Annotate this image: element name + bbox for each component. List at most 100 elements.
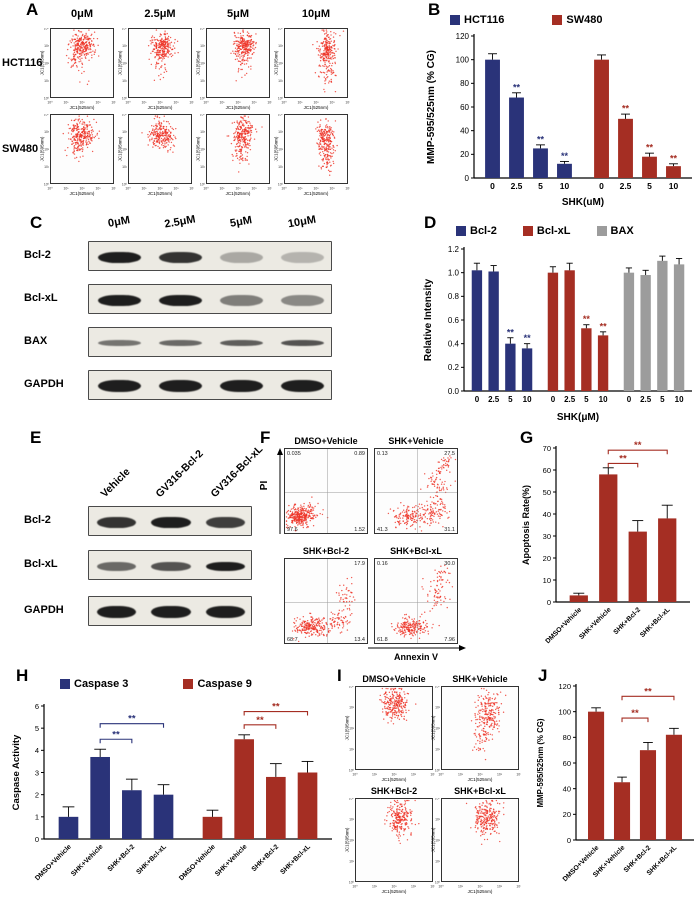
flow-plot-title: DMSO+Vehicle <box>294 436 358 446</box>
svg-text:SHK+Vehicle: SHK+Vehicle <box>214 843 249 878</box>
svg-text:10⁰: 10⁰ <box>203 101 209 105</box>
protein-band <box>151 606 191 618</box>
svg-text:10⁰: 10⁰ <box>200 97 206 101</box>
svg-text:10¹: 10¹ <box>200 79 206 83</box>
svg-text:10: 10 <box>599 395 608 404</box>
legend-swatch <box>183 679 194 689</box>
svg-text:10³: 10³ <box>349 818 355 822</box>
flow-plot-title: SHK+Bcl-xL <box>390 546 442 556</box>
svg-text:1.2: 1.2 <box>448 245 460 254</box>
svg-text:10⁰: 10⁰ <box>281 101 287 105</box>
svg-text:**: ** <box>272 702 280 713</box>
svg-text:JC1(595nm): JC1(595nm) <box>40 50 45 75</box>
dose-header: 5μM <box>228 214 253 230</box>
svg-text:10⁴: 10⁴ <box>111 187 116 191</box>
svg-text:JC1(525nm): JC1(525nm) <box>226 191 251 196</box>
svg-text:JC1(595nm): JC1(595nm) <box>431 827 436 852</box>
panel-i-flow-grid: DMSO+Vehicle JC1(525nm) JC1(595nm) 10⁰ 10⁰ 10… <box>335 668 535 905</box>
svg-text:10¹: 10¹ <box>122 79 128 83</box>
svg-text:10¹: 10¹ <box>349 748 355 752</box>
svg-text:JC1(525nm): JC1(525nm) <box>382 777 407 782</box>
svg-text:50: 50 <box>543 488 551 497</box>
legend-swatch <box>522 226 533 236</box>
svg-text:20: 20 <box>543 554 551 563</box>
svg-text:10³: 10³ <box>330 187 336 191</box>
flow-plot-title: DMSO+Vehicle <box>362 674 426 684</box>
svg-text:31.1: 31.1 <box>444 527 455 533</box>
svg-text:10⁰: 10⁰ <box>352 885 358 889</box>
svg-text:DMSO+Vehicle: DMSO+Vehicle <box>544 606 583 645</box>
svg-text:2.5: 2.5 <box>511 181 523 191</box>
panel-j-mmp-chart: 0 20 40 60 80 100 120 MMP-595/525nm (% CG) DMSO+… <box>534 668 700 905</box>
protein-band <box>280 380 325 392</box>
svg-text:**: ** <box>634 440 642 451</box>
svg-text:30: 30 <box>543 532 551 541</box>
svg-text:1: 1 <box>35 813 39 822</box>
svg-text:70: 70 <box>543 444 551 453</box>
svg-text:SHK+Bcl-xL: SHK+Bcl-xL <box>279 843 312 876</box>
svg-text:JC1(525nm): JC1(525nm) <box>304 105 329 110</box>
legend: Caspase 3 Caspase 9 <box>60 678 307 690</box>
svg-text:10⁴: 10⁴ <box>516 773 521 777</box>
svg-text:10²: 10² <box>236 187 242 191</box>
svg-text:10⁴: 10⁴ <box>278 114 284 117</box>
panel-d-intensity-chart: Bcl-2 Bcl-xL BAX 0.0 0.2 0.4 0.6 0.8 1.0 1.2 Rela… <box>420 213 700 426</box>
svg-text:**: ** <box>507 327 515 337</box>
svg-text:MMP-595/525nm (% CG): MMP-595/525nm (% CG) <box>536 718 545 807</box>
blot-box <box>88 241 332 271</box>
svg-text:10⁴: 10⁴ <box>435 798 441 801</box>
svg-text:10⁴: 10⁴ <box>122 28 128 31</box>
svg-text:JC1(525nm): JC1(525nm) <box>70 191 95 196</box>
svg-text:DMSO+Vehicle: DMSO+Vehicle <box>34 843 73 882</box>
svg-text:10²: 10² <box>80 101 86 105</box>
svg-text:10¹: 10¹ <box>122 165 128 169</box>
svg-text:0: 0 <box>567 836 571 845</box>
svg-text:10⁰: 10⁰ <box>200 183 206 187</box>
svg-text:10¹: 10¹ <box>64 187 70 191</box>
svg-text:3: 3 <box>35 768 39 777</box>
protein-label: Bcl-xL <box>24 292 58 304</box>
protein-band <box>158 380 203 392</box>
svg-text:17.9: 17.9 <box>354 561 365 567</box>
svg-text:JC1(525nm): JC1(525nm) <box>70 105 95 110</box>
svg-text:40: 40 <box>543 510 551 519</box>
protein-band <box>205 516 246 528</box>
protein-band <box>96 516 136 528</box>
svg-text:10²: 10² <box>314 101 320 105</box>
protein-band <box>219 340 264 346</box>
svg-text:10²: 10² <box>349 727 355 731</box>
protein-label: Bcl-xL <box>24 558 58 570</box>
svg-text:**: ** <box>524 333 532 343</box>
svg-text:10³: 10³ <box>411 773 417 777</box>
svg-text:10⁰: 10⁰ <box>435 881 441 885</box>
svg-text:**: ** <box>583 314 591 324</box>
svg-text:JC1(525nm): JC1(525nm) <box>148 105 173 110</box>
svg-text:10⁰: 10⁰ <box>278 183 284 187</box>
svg-text:MMP-595/525nm (% CG): MMP-595/525nm (% CG) <box>426 50 437 164</box>
svg-text:10⁰: 10⁰ <box>122 183 128 187</box>
svg-text:10³: 10³ <box>122 130 128 134</box>
svg-text:10⁰: 10⁰ <box>281 187 287 191</box>
flow-plot-title: SHK+Bcl-2 <box>370 786 418 796</box>
blot-box <box>88 596 252 626</box>
svg-text:10⁰: 10⁰ <box>44 183 50 187</box>
flow-plot-title: SHK+Bcl-2 <box>302 546 350 556</box>
svg-text:5: 5 <box>538 181 543 191</box>
svg-text:10¹: 10¹ <box>220 187 226 191</box>
protein-label: Bcl-2 <box>24 514 51 526</box>
legend-swatch <box>60 679 70 689</box>
svg-text:10⁴: 10⁴ <box>278 28 284 31</box>
svg-text:10⁴: 10⁴ <box>430 773 435 777</box>
svg-text:10³: 10³ <box>174 101 180 105</box>
svg-text:5: 5 <box>508 395 513 404</box>
svg-text:10⁰: 10⁰ <box>352 773 358 777</box>
svg-text:10¹: 10¹ <box>220 101 226 105</box>
svg-text:10²: 10² <box>200 148 206 152</box>
legend-swatch <box>552 15 563 25</box>
svg-text:JC1(595nm): JC1(595nm) <box>345 827 350 852</box>
svg-text:10: 10 <box>675 395 684 404</box>
protein-band <box>158 251 203 263</box>
svg-text:10⁴: 10⁴ <box>267 101 272 105</box>
